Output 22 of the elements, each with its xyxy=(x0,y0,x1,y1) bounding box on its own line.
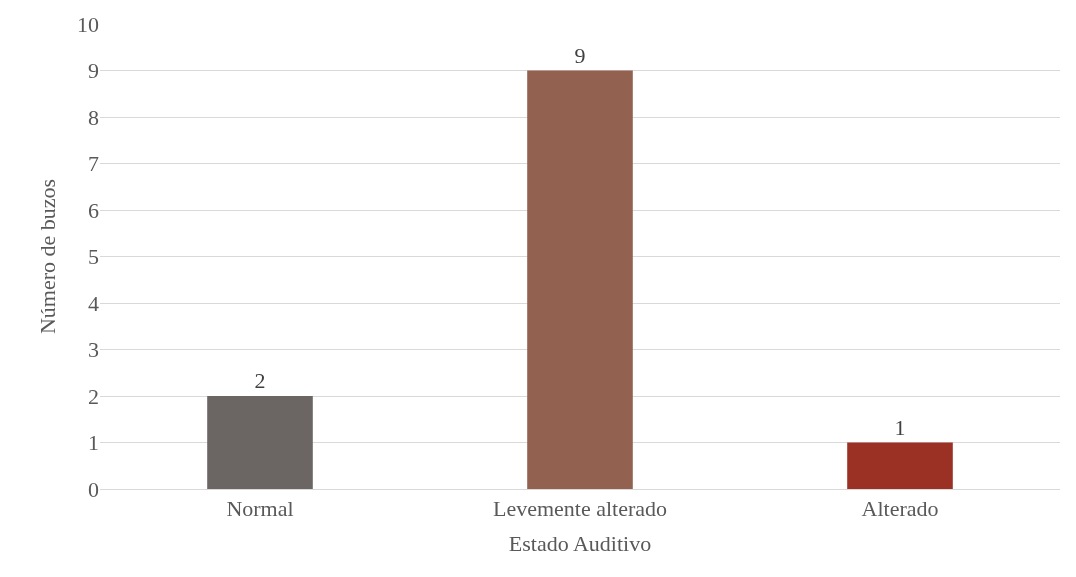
y-tick-label: 8 xyxy=(88,104,99,130)
y-tick-label: 3 xyxy=(88,337,99,363)
x-axis-title: Estado Auditivo xyxy=(508,531,652,557)
x-tick-label: Normal xyxy=(226,496,294,522)
bar xyxy=(527,70,633,489)
y-tick-label: 0 xyxy=(88,476,99,502)
x-tick-label: Alterado xyxy=(861,496,939,522)
y-tick-label: 9 xyxy=(88,58,99,84)
x-tick-label: Levemente alterado xyxy=(492,496,668,522)
y-tick-label: 2 xyxy=(88,383,99,409)
y-tick-label: 6 xyxy=(88,197,99,223)
y-tick-label: 4 xyxy=(88,290,99,316)
y-axis-title: Número de buzos xyxy=(34,178,60,335)
data-label: 2 xyxy=(254,368,266,393)
data-label: 1 xyxy=(894,414,906,440)
y-tick-label: 1 xyxy=(88,430,99,456)
y-tick-label: 7 xyxy=(88,151,99,177)
data-label: 9 xyxy=(574,42,586,68)
y-tick-label: 5 xyxy=(88,244,99,270)
bar xyxy=(207,396,313,489)
bar xyxy=(847,442,953,489)
y-tick-label: 10 xyxy=(77,11,99,37)
